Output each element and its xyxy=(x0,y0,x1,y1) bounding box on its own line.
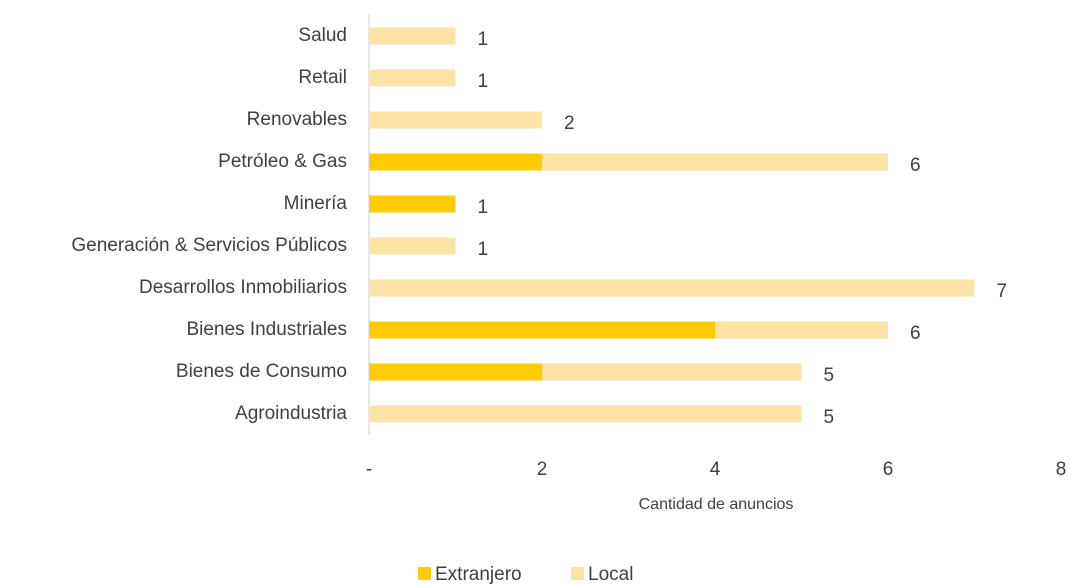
bar-segment xyxy=(369,363,542,381)
total-label: 1 xyxy=(478,29,489,50)
total-label: 6 xyxy=(910,323,921,344)
bar-segment xyxy=(542,363,802,381)
x-tick-label: 2 xyxy=(537,459,548,480)
x-axis-label: Cantidad de anuncios xyxy=(639,496,794,513)
bar-segment xyxy=(369,237,456,255)
x-tick-label: 6 xyxy=(883,459,894,480)
y-tick-label: Retail xyxy=(298,67,347,88)
y-tick-label: Generación & Servicios Públicos xyxy=(71,235,347,256)
bar-segment xyxy=(715,321,888,339)
bar-segment xyxy=(369,111,542,129)
y-tick-label: Bienes de Consumo xyxy=(176,361,347,382)
bar-segment xyxy=(369,405,802,423)
total-label: 1 xyxy=(478,71,489,92)
bar-segment xyxy=(369,27,456,45)
legend-label: Extranjero xyxy=(435,564,522,585)
bar-segment xyxy=(369,153,542,171)
legend-swatch xyxy=(418,567,431,580)
total-label: 1 xyxy=(478,239,489,260)
legend-swatch xyxy=(571,567,584,580)
y-tick-label: Salud xyxy=(298,25,347,46)
y-tick-label: Petróleo & Gas xyxy=(218,151,347,172)
x-tick-label: 4 xyxy=(710,459,721,480)
bar-segment xyxy=(542,153,888,171)
bar-segment xyxy=(369,195,456,213)
y-tick-label: Bienes Industriales xyxy=(186,319,347,340)
total-label: 2 xyxy=(564,113,575,134)
total-label: 5 xyxy=(824,407,835,428)
legend-label: Local xyxy=(588,564,633,585)
bar-segment xyxy=(369,69,456,87)
total-label: 5 xyxy=(824,365,835,386)
y-tick-label: Minería xyxy=(284,193,348,214)
bar-segment xyxy=(369,279,975,297)
y-tick-label: Desarrollos Inmobiliarios xyxy=(139,277,347,298)
total-label: 1 xyxy=(478,197,489,218)
total-label: 7 xyxy=(997,281,1008,302)
y-tick-label: Renovables xyxy=(247,109,347,130)
total-label: 6 xyxy=(910,155,921,176)
x-tick-label: - xyxy=(366,459,372,480)
x-tick-label: 8 xyxy=(1056,459,1067,480)
y-tick-label: Agroindustria xyxy=(235,403,347,424)
bar-segment xyxy=(369,321,715,339)
